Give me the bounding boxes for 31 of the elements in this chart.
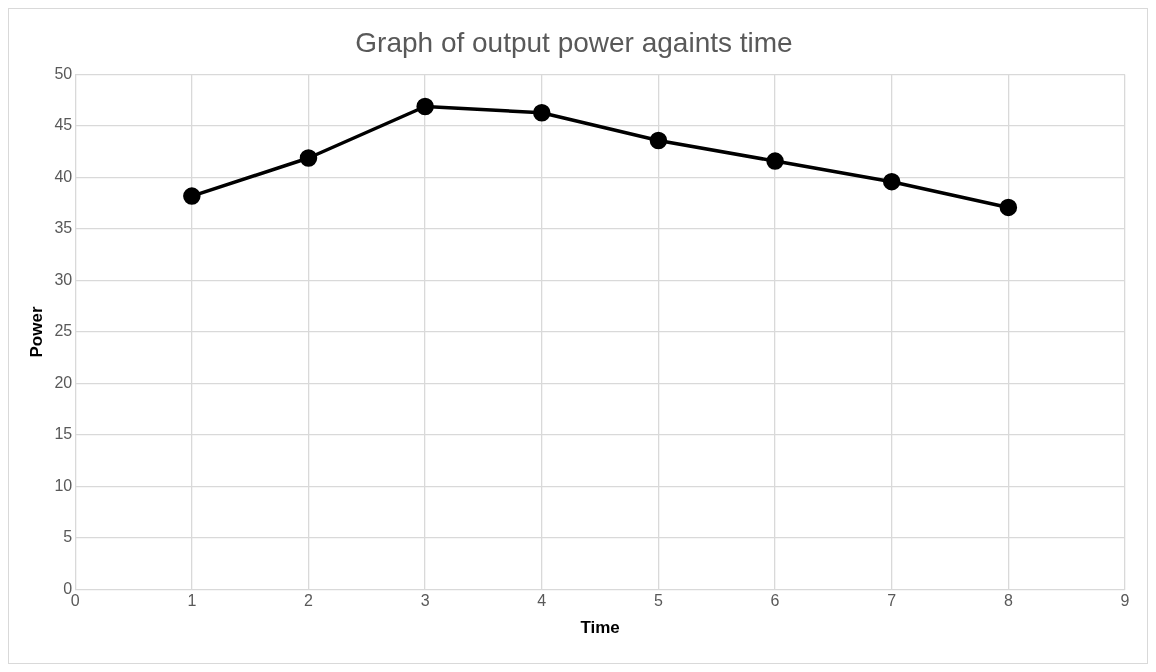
y-tick-label: 25 — [54, 322, 73, 340]
x-tick-label: 8 — [1003, 592, 1013, 610]
x-tick-label: 7 — [887, 592, 897, 610]
x-tick-label: 6 — [770, 592, 780, 610]
point — [999, 198, 1018, 217]
x-tick-label: 4 — [537, 592, 547, 610]
y-tick-label: 30 — [54, 270, 73, 288]
x-tick-label: 5 — [653, 592, 663, 610]
y-tick-label: 40 — [54, 167, 73, 185]
chart-title: Graph of output power againts time — [355, 26, 793, 58]
point — [649, 131, 668, 150]
y-tick-label: 0 — [63, 579, 73, 597]
y-axis-title: Power — [26, 306, 46, 358]
y-tick-label: 35 — [54, 219, 73, 237]
point — [882, 172, 901, 191]
x-tick-label: 9 — [1120, 592, 1130, 610]
y-tick-label: 5 — [63, 528, 73, 546]
point — [299, 149, 318, 167]
y-tick-label: 50 — [54, 65, 73, 83]
x-tick-label: 1 — [187, 592, 197, 610]
y-tick-label: 15 — [54, 425, 73, 443]
x-tick-label: 3 — [420, 592, 430, 610]
y-tick-label: 20 — [54, 373, 73, 391]
x-axis-title: Time — [580, 618, 620, 638]
y-tick-label: 10 — [54, 476, 73, 494]
point — [533, 103, 551, 122]
x-tick-label: 2 — [304, 592, 314, 610]
point — [183, 187, 201, 205]
point — [766, 152, 784, 170]
y-tick-label: 45 — [54, 116, 73, 134]
point — [416, 97, 434, 116]
